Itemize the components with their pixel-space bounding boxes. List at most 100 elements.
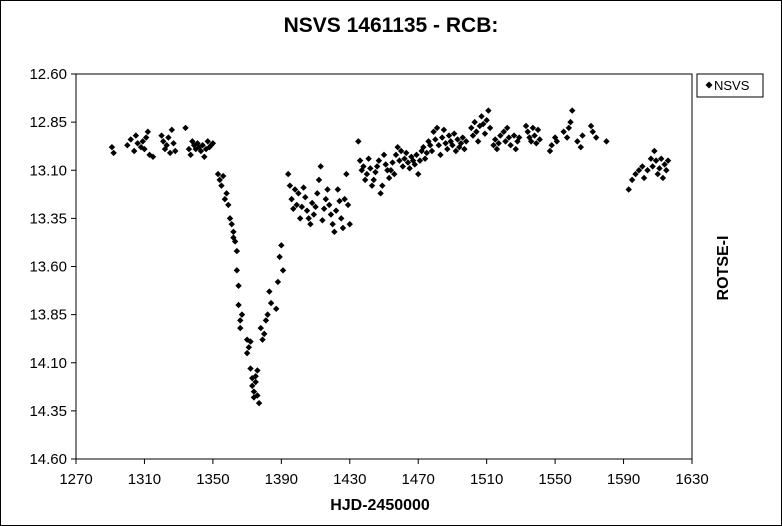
data-point	[247, 365, 254, 372]
data-point	[560, 128, 567, 135]
data-point	[659, 174, 667, 182]
data-point	[432, 136, 439, 143]
data-point	[235, 282, 242, 289]
data-point	[308, 199, 316, 207]
data-point	[166, 149, 174, 157]
x-tick-label: 1470	[402, 471, 435, 488]
data-point	[235, 301, 242, 309]
data-point	[221, 195, 229, 203]
data-point	[486, 124, 494, 132]
y-tick-label: 14.10	[29, 355, 67, 372]
data-point	[454, 136, 461, 143]
data-point	[237, 324, 244, 332]
data-point	[293, 201, 300, 209]
data-point	[497, 132, 504, 139]
data-point	[649, 163, 656, 170]
data-point	[413, 151, 420, 159]
data-point	[110, 149, 117, 157]
data-point	[635, 167, 643, 174]
data-point	[420, 143, 427, 151]
data-point	[127, 136, 134, 143]
data-point	[254, 367, 261, 374]
data-point	[515, 134, 523, 141]
data-point	[344, 201, 352, 209]
data-point	[314, 190, 321, 197]
data-point	[473, 128, 480, 135]
data-point	[243, 336, 251, 343]
data-point	[548, 142, 555, 149]
data-point	[214, 170, 222, 178]
data-point	[531, 132, 538, 139]
data-point	[427, 142, 434, 149]
data-point	[168, 126, 176, 134]
plot-area	[75, 73, 693, 460]
data-point	[527, 138, 535, 145]
data-point	[384, 167, 391, 174]
data-point	[233, 247, 241, 255]
data-point	[225, 201, 232, 209]
chart-title: NSVS 1461135 - RCB:	[283, 14, 499, 37]
data-point	[392, 151, 400, 159]
data-point	[438, 134, 446, 141]
data-point	[332, 207, 340, 214]
x-tick-label: 1390	[265, 471, 298, 488]
data-point	[433, 124, 441, 132]
data-point	[457, 140, 465, 147]
data-point	[197, 147, 205, 155]
data-point	[305, 215, 312, 222]
data-point	[139, 138, 146, 145]
data-point	[651, 147, 658, 155]
data-point	[218, 182, 225, 189]
data-point	[238, 311, 246, 318]
data-point	[444, 145, 451, 153]
data-point	[510, 132, 518, 139]
data-point	[551, 134, 559, 141]
data-point	[401, 155, 408, 162]
y-axis-label: ROTSE-I	[715, 236, 732, 301]
data-point	[652, 157, 660, 164]
data-point	[343, 170, 350, 178]
data-point	[639, 163, 646, 170]
data-point	[187, 151, 194, 159]
data-point	[625, 186, 632, 193]
data-point	[327, 211, 335, 218]
y-tick-label: 14.35	[29, 403, 67, 420]
data-point	[481, 130, 489, 137]
x-axis-label: HJD-2450000	[330, 497, 430, 514]
data-point	[172, 147, 179, 155]
data-point	[158, 132, 165, 139]
data-point	[370, 176, 377, 184]
data-point	[397, 147, 405, 155]
data-point	[632, 170, 639, 178]
data-point	[165, 134, 172, 141]
data-point	[628, 176, 636, 184]
data-point	[278, 242, 285, 249]
data-point	[553, 138, 561, 145]
data-point	[490, 142, 497, 149]
data-point	[563, 134, 571, 141]
data-point	[262, 317, 270, 324]
data-point	[291, 186, 299, 193]
data-point	[425, 138, 432, 145]
data-point	[310, 211, 318, 218]
data-point	[108, 143, 116, 151]
data-point	[132, 132, 140, 139]
legend: NSVS	[696, 73, 764, 98]
data-point	[485, 107, 492, 114]
data-point	[505, 134, 513, 141]
data-point	[361, 176, 369, 184]
data-point	[658, 155, 665, 162]
data-point	[338, 215, 345, 222]
data-point	[478, 113, 485, 120]
data-point	[430, 128, 437, 135]
data-point	[533, 140, 540, 147]
data-point	[360, 163, 367, 170]
data-point	[322, 195, 330, 203]
data-point	[428, 147, 436, 155]
data-point	[346, 220, 353, 228]
data-point	[524, 128, 531, 135]
data-point	[373, 163, 381, 170]
x-tick-label: 1310	[128, 471, 161, 488]
data-point	[483, 117, 490, 124]
